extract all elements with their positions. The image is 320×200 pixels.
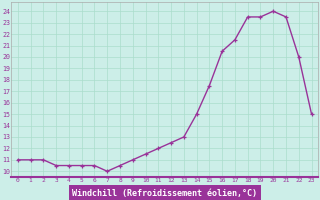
X-axis label: Windchill (Refroidissement éolien,°C): Windchill (Refroidissement éolien,°C) <box>72 189 257 198</box>
